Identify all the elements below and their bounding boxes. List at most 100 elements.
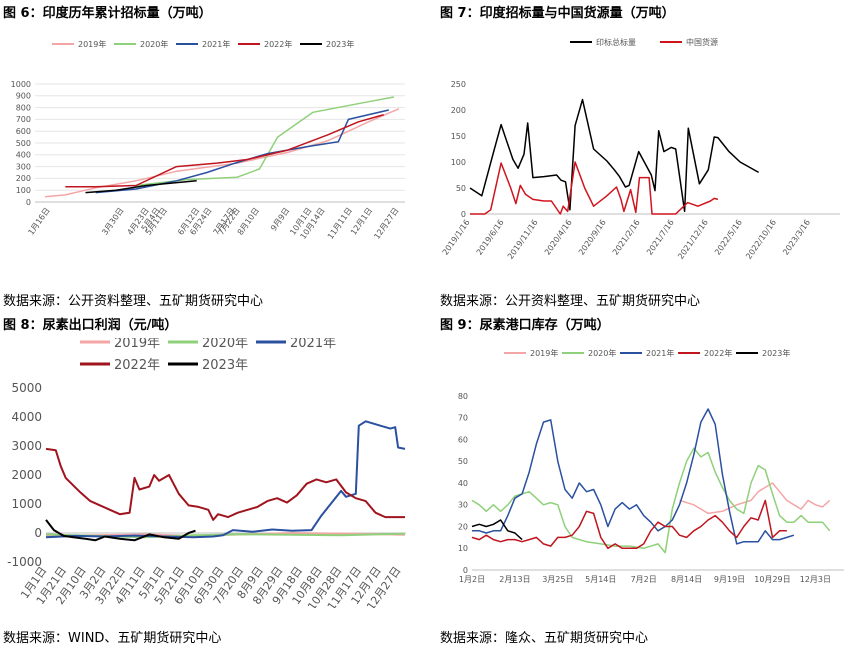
y-axis: -1000 0 1000 2000 3000 4000 5000 [7, 381, 42, 569]
x-tick-label: 1月16日 [26, 206, 51, 237]
x-tick-label: 2021/12/16 [676, 218, 710, 261]
y-tick-label: 0 [34, 526, 42, 540]
legend-label-1: 2020年 [588, 348, 616, 358]
series-line-4 [471, 519, 523, 541]
series-line-3 [45, 447, 405, 521]
x-tick-label: 7月2日 [631, 575, 657, 584]
figure6-title: 图 6：印度历年累计招标量（万吨） [3, 6, 212, 21]
legend-label-0: 2019年 [114, 338, 160, 351]
legend-label-3: 2022年 [704, 348, 732, 358]
x-tick-label: 3月30日 [100, 206, 125, 237]
x-tick-label: 2022/5/16 [713, 218, 744, 257]
legend-label-3: 2022年 [114, 358, 160, 373]
x-tick-label: 2020/9/16 [577, 218, 608, 257]
series-line-0 [469, 98, 759, 213]
x-axis: 1月1日1月21日2月10日3月2日3月22日4月11日5月1日5月21日6月1… [18, 564, 403, 608]
x-tick-label: 3月25日 [542, 575, 573, 584]
y-axis: 0 10 20 30 40 50 60 70 80 [458, 392, 468, 575]
series-line-0 [679, 482, 831, 515]
y-tick-label: 400 [16, 151, 31, 160]
figure6-chart: 2019年 2020年 2021年 2022年 2023年 0 100 200 300 400 50… [11, 39, 405, 241]
legend: 2019年 2020年 2021年 2022年 2023年 [52, 39, 354, 49]
y-tick-label: 10 [458, 544, 468, 553]
y-tick-label: 2000 [11, 468, 42, 482]
x-tick-label: 2023/3/16 [781, 218, 812, 257]
legend-label-0: 2019年 [530, 348, 558, 358]
x-tick-label: 2020/4/16 [543, 218, 574, 257]
x-axis: 2019/1/16 2019/6/16 2019/11/16 2020/4/16 202… [441, 218, 812, 261]
legend-label-2: 2021年 [646, 348, 674, 358]
x-tick-label: 11月11日 [326, 206, 354, 241]
figure8-title: 图 8：尿素出口利润（元/吨） [3, 318, 178, 333]
series-line-4 [85, 180, 197, 194]
x-tick-label: 10月29日 [754, 575, 790, 584]
y-tick-label: 70 [458, 414, 468, 423]
legend: 2019年 2020年 2021年 2022年 2023年 [504, 348, 790, 358]
y-tick-label: 0 [26, 198, 31, 207]
y-tick-label: 100 [451, 158, 466, 167]
y-tick-label: 1000 [11, 497, 42, 511]
legend-label-0: 2019年 [78, 39, 106, 49]
y-tick-label: 600 [16, 127, 31, 136]
legend-label-2: 2021年 [202, 39, 230, 49]
series-line-2 [472, 408, 795, 545]
y-axis: 0 100 200 300 400 500 600 700 800 900 1000 [11, 80, 405, 207]
y-axis: 0 50 100 150 200 250 [451, 80, 466, 219]
x-tick-label: 2021/2/16 [611, 218, 642, 257]
y-tick-label: 5000 [11, 381, 42, 395]
legend-label-2: 2021年 [290, 338, 336, 351]
figure9-source: 数据来源：隆众、五矿期货研究中心 [440, 631, 649, 646]
y-tick-label: 1000 [11, 80, 31, 89]
y-tick-label: 40 [458, 479, 468, 488]
x-tick-label: 1月2日 [459, 575, 485, 584]
x-tick-label: 5月14日 [585, 575, 616, 584]
legend-label-0: 印标总标量 [596, 37, 636, 47]
y-tick-label: 50 [456, 184, 466, 193]
y-tick-label: 900 [16, 92, 31, 101]
y-tick-label: -1000 [7, 555, 42, 569]
figure7-title: 图 7：印度招标量与中国货源量（万吨） [440, 6, 675, 21]
legend-label-4: 2023年 [326, 39, 354, 49]
x-tick-label: 2022/10/16 [744, 218, 778, 261]
y-tick-label: 200 [451, 106, 466, 115]
y-tick-label: 300 [16, 162, 31, 171]
series-line-4 [45, 519, 196, 542]
y-tick-label: 0 [461, 210, 466, 219]
series-line-1 [471, 447, 831, 554]
figure7-source: 数据来源：公开资料整理、五矿期货研究中心 [440, 294, 701, 309]
series-line-2 [45, 420, 406, 539]
series-line-3 [65, 113, 385, 188]
y-tick-label: 500 [16, 139, 31, 148]
y-tick-label: 30 [458, 501, 468, 510]
figure8-chart: 2019年 2020年 2021年 2022年 2023年 -1000 0 1000 2000 3… [7, 338, 406, 608]
y-tick-label: 700 [16, 115, 31, 124]
figure9-title: 图 9：尿素港口库存（万吨） [440, 318, 610, 333]
x-tick-label: 9月19日 [714, 575, 745, 584]
y-tick-label: 60 [458, 435, 468, 444]
x-tick-label: 12月3日 [800, 575, 831, 584]
series-line-3 [471, 499, 787, 550]
series-line-1 [470, 161, 719, 215]
legend-label-3: 2022年 [264, 39, 292, 49]
x-tick-label: 2019/11/16 [506, 218, 540, 261]
y-tick-label: 4000 [11, 410, 42, 424]
y-tick-label: 0 [463, 566, 468, 575]
x-axis: 1月2日 2月13日 3月25日 5月14日 7月2日 8月14日 9月19日 10月29日 1… [459, 575, 831, 584]
x-tick-label: 2019/1/16 [441, 218, 472, 257]
series-line-0 [45, 108, 400, 198]
y-tick-label: 80 [458, 392, 468, 401]
x-tick-label: 2019/6/16 [475, 218, 506, 257]
legend-label-1: 2020年 [140, 39, 168, 49]
legend: 2019年 2020年 2021年 2022年 2023年 [80, 338, 336, 373]
y-tick-label: 800 [16, 103, 31, 112]
x-tick-label: 9月9日 [269, 206, 291, 233]
y-tick-label: 150 [451, 132, 466, 141]
x-tick-label: 2月13日 [499, 575, 530, 584]
y-tick-label: 50 [458, 457, 468, 466]
x-tick-label: 12月27日 [372, 206, 400, 241]
y-tick-label: 200 [16, 174, 31, 183]
figure9-chart: 2019年 2020年 2021年 2022年 2023年 0 10 20 30 40 50 60 70… [458, 348, 844, 584]
y-tick-label: 100 [16, 186, 31, 195]
y-tick-label: 250 [451, 80, 466, 89]
